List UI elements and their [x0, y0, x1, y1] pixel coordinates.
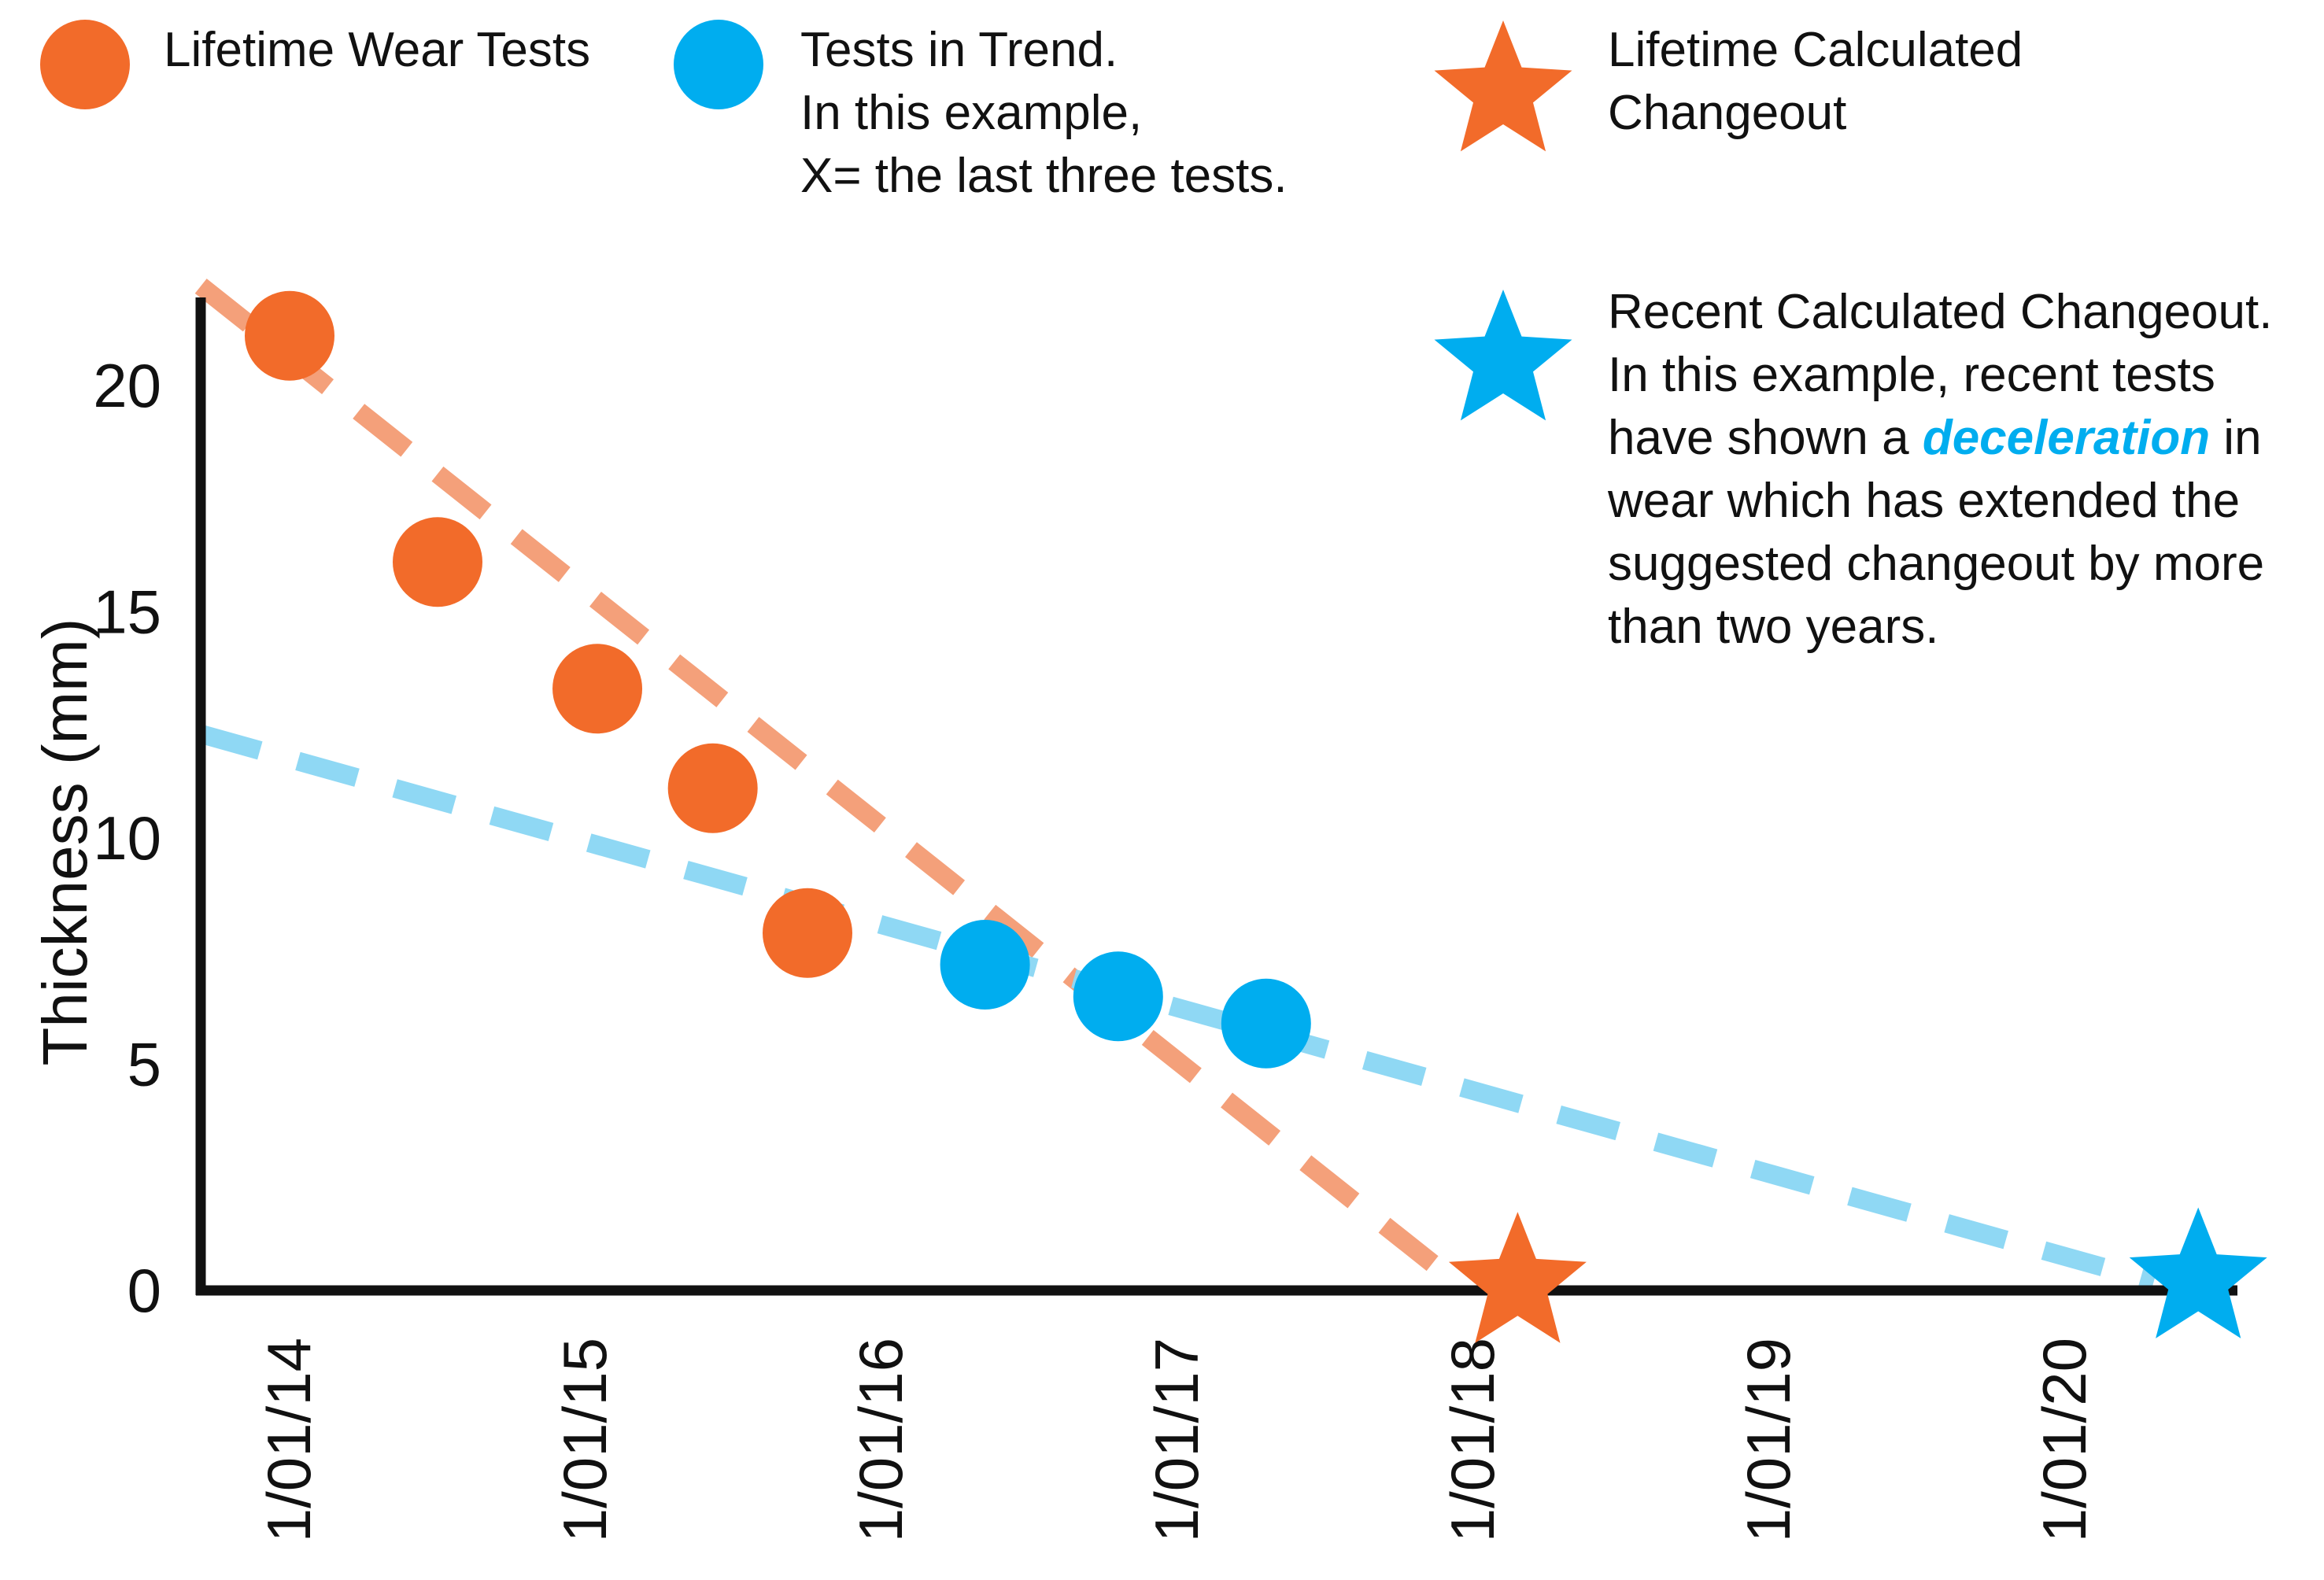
legend-trend-line: In this example, [800, 86, 1143, 140]
legend-recent-line: than two years. [1608, 600, 1939, 654]
x-tick-label: 1/01/15 [550, 1338, 619, 1542]
legend-recent-changeout-label: Recent Calculated Changeout. In this exa… [1608, 281, 2272, 659]
x-tick-label: 1/01/18 [1438, 1338, 1507, 1542]
legend-recent-star [1434, 290, 1572, 421]
lifetime-trend-line [194, 279, 1450, 1280]
x-tick-label: 1/01/17 [1142, 1338, 1211, 1542]
legend-lifetime-changeout-label: Lifetime Calculated Changeout [1608, 19, 2023, 145]
legend-recent-text: in [2210, 411, 2262, 465]
trend-test-point [1221, 978, 1311, 1069]
legend-trend-line: X= the last three tests. [800, 149, 1288, 203]
lifetime-changeout-star [1448, 1212, 1587, 1343]
y-axis-label: Thickness (mm) [30, 618, 100, 1066]
lifetime-test-point [245, 290, 334, 381]
recent-changeout-star [2129, 1207, 2267, 1338]
y-tick-label: 20 [93, 351, 161, 420]
legend-recent-line: wear which has extended the [1608, 474, 2241, 528]
legend-recent-line: In this example, recent tests [1608, 348, 2215, 402]
recent-trend-line [198, 725, 2157, 1291]
x-tick-label: 1/01/20 [2030, 1338, 2099, 1542]
y-tick-label: 10 [93, 803, 161, 873]
legend-recent-line: Recent Calculated Changeout. [1608, 285, 2273, 339]
legend-changeout-line: Lifetime Calculated [1608, 23, 2023, 77]
trend-test-point [940, 920, 1030, 1010]
legend-trend-label: Tests in Trend. In this example, X= the … [800, 19, 1288, 208]
y-tick-label: 5 [127, 1030, 161, 1099]
legend-recent-text: have shown a [1608, 411, 1923, 465]
legend-lifetime-label: Lifetime Wear Tests [164, 23, 591, 77]
legend-changeout-line: Changeout [1608, 86, 1847, 140]
legend-recent-line: have shown a deceleration in [1608, 407, 2272, 470]
legend-trend-line: Tests in Trend. [800, 23, 1118, 77]
x-tick-label: 1/01/14 [254, 1338, 323, 1542]
lifetime-test-point [763, 888, 852, 978]
x-tick-label: 1/01/19 [1734, 1338, 1803, 1542]
legend-trend-dot [674, 20, 763, 109]
x-tick-label: 1/01/16 [846, 1338, 915, 1542]
lifetime-test-point [393, 517, 482, 607]
trend-test-point [1073, 951, 1163, 1042]
y-tick-label: 0 [127, 1256, 161, 1325]
deceleration-emphasis: deceleration [1922, 411, 2211, 465]
legend-lifetime-star [1434, 20, 1572, 152]
y-tick-label: 15 [93, 578, 161, 647]
legend-recent-line: suggested changeout by more [1608, 537, 2265, 591]
lifetime-test-point [667, 743, 758, 833]
lifetime-test-point [552, 644, 643, 734]
legend-lifetime-dot [40, 20, 130, 109]
